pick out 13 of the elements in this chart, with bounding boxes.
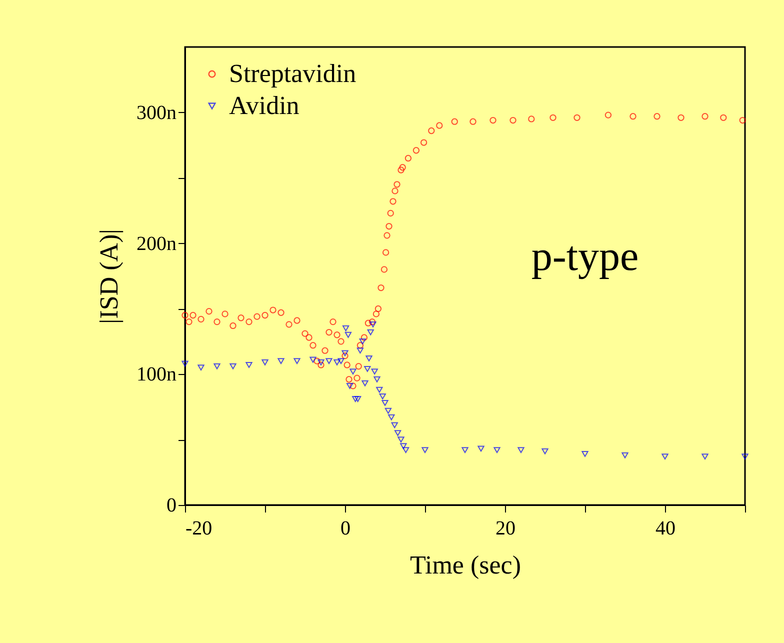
- x-tick-label: 20: [496, 518, 516, 540]
- y-tick-label: 0: [166, 494, 176, 516]
- y-tick-label: 200n: [136, 232, 176, 255]
- annotation: p-type: [531, 234, 639, 280]
- x-tick-label: 40: [656, 518, 676, 540]
- y-axis-title: |ISD (A)|: [94, 229, 124, 324]
- legend-label: Avidin: [229, 91, 300, 120]
- x-tick-label: -20: [186, 518, 212, 540]
- legend-label: Streptavidin: [229, 59, 356, 88]
- x-axis-title: Time (sec): [410, 550, 521, 580]
- x-tick-label: 0: [340, 518, 350, 540]
- y-tick-label: 300n: [136, 102, 176, 124]
- y-tick-label: 100n: [136, 364, 176, 386]
